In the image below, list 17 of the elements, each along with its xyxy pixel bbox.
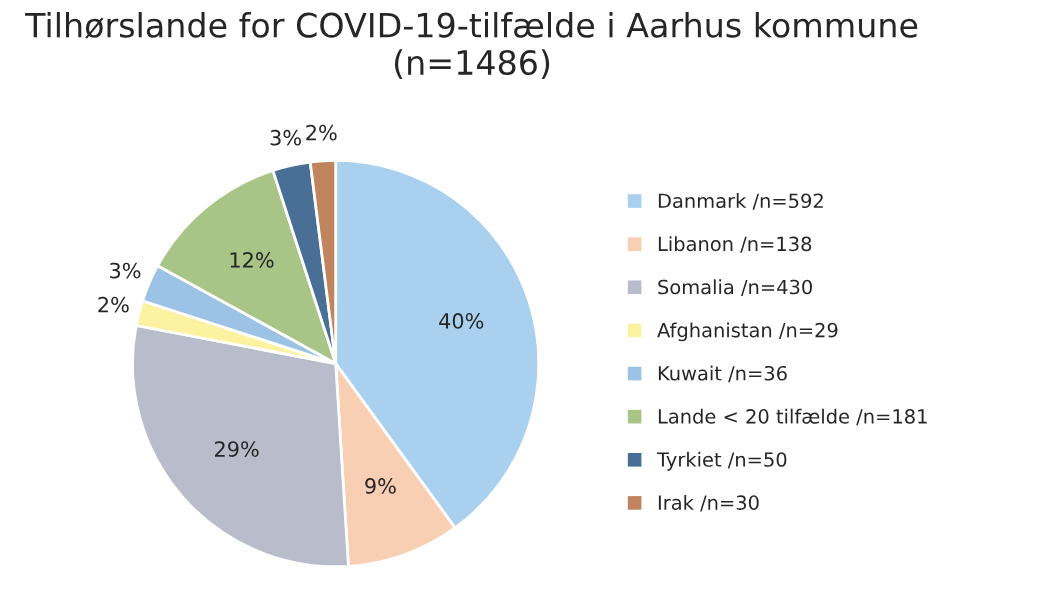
data-label: 3% [270,129,301,146]
data-label: 2% [306,124,337,141]
legend-label: Somalia /n=430 [658,279,812,296]
data-label: 29% [215,441,259,457]
legend-label: Kuwait /n=36 [658,365,787,383]
data-label: 9% [365,478,396,494]
data-label: 2% [98,296,129,313]
legend-label: Tyrkiet /n=50 [656,451,787,471]
legend-label: Lande < 20 tilfælde /n=181 [658,408,927,426]
legend-label: Libanon /n=138 [658,236,812,253]
chart-title: Tilhørslande for COVID-19-tilfælde i Aarhus kommune (n=1486) [25,11,918,80]
legend-label: Irak /n=30 [658,494,759,512]
data-label: 3% [110,262,141,279]
legend-label: Afghanistan /n=29 [657,322,838,342]
legend-label: Danmark /n=592 [658,193,823,210]
data-label: 40% [439,313,484,329]
data-label: 12% [230,252,274,268]
